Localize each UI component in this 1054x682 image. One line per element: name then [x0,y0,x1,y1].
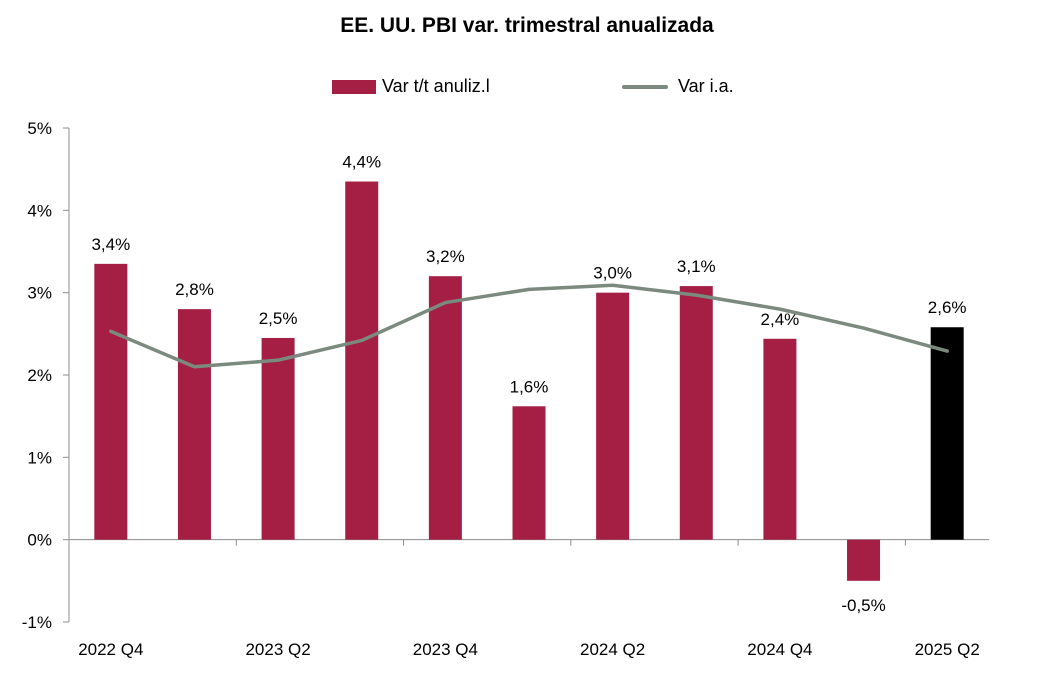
bar-data-label: 3,0% [593,264,632,283]
bar [177,309,211,540]
line-series-path [109,283,949,369]
chart-title: EE. UU. PBI var. trimestral anualizada [340,14,714,37]
bar-data-label: 3,2% [426,247,465,266]
bar-data-label: 2,4% [761,310,800,329]
y-tick-label: 0% [27,531,52,550]
legend-label-bar-series: Var t/t anuliz.l [382,76,490,96]
bar [512,406,546,540]
bar-data-label: 1,6% [510,377,549,396]
y-tick-label: 2% [27,366,52,385]
x-tick-label: 2023 Q4 [413,640,478,659]
bar [94,263,128,540]
bar-data-label: 2,5% [259,309,298,328]
x-tick-label: 2022 Q4 [78,640,143,659]
bar [261,337,295,540]
y-tick-label: 1% [27,448,52,467]
bar [596,292,630,540]
x-tick-label: 2024 Q2 [580,640,645,659]
bar [345,181,379,540]
legend-bar-swatch [332,79,376,94]
y-tick-label: -1% [22,613,52,632]
bar [763,338,797,540]
legend-label-line-series: Var i.a. [678,76,734,96]
x-tick-label: 2023 Q2 [245,640,310,659]
x-tick-label: 2025 Q2 [915,640,980,659]
legend-item-bar-series: Var t/t anuliz.l [332,76,490,97]
bar-data-label: 3,4% [91,235,130,254]
bar [428,276,462,540]
bar-data-label: 4,4% [342,153,381,172]
y-tick-label: 3% [27,284,52,303]
legend-line-swatch [622,84,668,89]
bar-data-label: 2,8% [175,280,214,299]
bar [847,539,881,581]
bar [930,327,964,540]
y-tick-label: 5% [27,119,52,138]
bar-data-label: 3,1% [677,257,716,276]
bar-data-label: 2,6% [928,298,967,317]
x-tick-label: 2024 Q4 [747,640,812,659]
legend-item-line-series: Var i.a. [622,76,734,97]
bar-data-label: -0,5% [841,596,885,615]
bar [679,286,713,540]
y-tick-label: 4% [27,201,52,220]
